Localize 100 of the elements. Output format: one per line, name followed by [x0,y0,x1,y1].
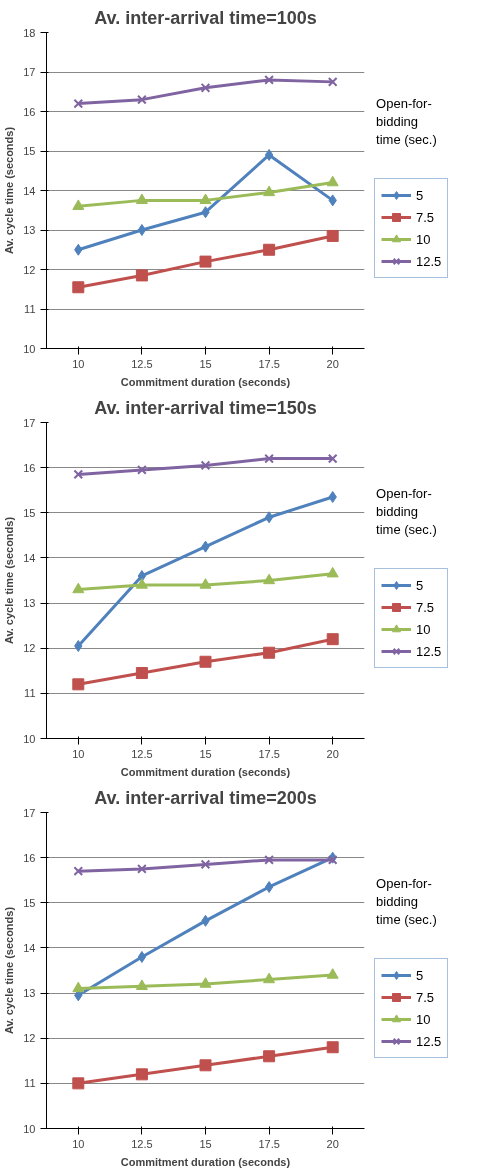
point [264,511,274,524]
point [135,979,148,990]
legend-title: Open-for-bidding time (sec.) [376,95,437,147]
y-axis-title: Av. cycle time (seconds) [3,906,16,1035]
x-tick-label: 20 [326,1137,339,1150]
point [135,269,148,282]
y-tick-label: 17 [23,66,36,78]
x-tick-label: 10 [72,357,85,370]
y-tick-label: 13 [23,224,36,236]
x-tick-label: 17.5 [258,357,280,370]
y-tick-label: 13 [23,987,36,1000]
chart-title: Av. inter-arrival time=100s [94,7,317,28]
y-tick-label: 15 [23,145,36,157]
point [72,678,85,691]
point [137,569,147,582]
point [327,453,338,464]
point [327,855,338,865]
point [199,255,212,268]
point [264,148,274,161]
point [326,566,339,578]
x-tick-label: 10 [72,747,85,760]
point [199,1059,212,1072]
y-tick-label: 12 [23,642,36,655]
y-tick-label: 10 [23,732,36,745]
legend-label: 7.5 [416,989,436,1005]
legend-label: 5 [416,187,425,203]
point [137,94,147,105]
y-tick-label: 15 [23,896,36,909]
point [199,655,212,668]
point [135,193,148,205]
x-tick-label: 15 [199,357,212,370]
y-axis-title: Av. cycle time (seconds) [3,516,16,645]
y-tick-label: 17 [23,416,36,429]
point [72,281,85,294]
y-tick-label: 11 [24,687,36,700]
point [326,175,339,187]
point [264,75,274,85]
point [135,578,148,589]
point [72,582,85,594]
point [200,859,211,870]
y-tick-label: 11 [24,1077,36,1090]
x-tick-label: 15 [199,747,212,760]
x-tick-label: 17.5 [258,747,280,760]
point [73,469,84,480]
point [264,453,274,464]
point [199,977,212,988]
point [72,199,85,210]
x-tick-label: 20 [326,357,339,370]
legend-label: 7.5 [416,209,436,225]
point [200,460,211,471]
x-tick-label: 12.5 [131,1137,153,1150]
y-tick-label: 12 [23,1032,36,1045]
point [200,82,211,93]
y-tick-label: 17 [23,806,36,819]
legend-label: 5 [416,967,425,983]
legend-label: 10 [416,231,432,247]
chart-title: Av. inter-arrival time=200s [94,787,317,808]
legend-label: 12.5 [416,643,442,659]
point [326,968,339,979]
point [263,185,276,197]
point [327,76,338,87]
chart-title: Av. inter-arrival time=150s [94,397,317,418]
point [263,1050,276,1063]
legend-title: Open-for-bidding time (sec.) [376,875,437,927]
x-axis-title: Commitment duration (seconds) [120,375,291,388]
x-axis-title: Commitment duration (seconds) [120,1155,291,1168]
point [135,1068,148,1081]
x-tick-label: 12.5 [131,747,153,760]
y-tick-label: 14 [23,551,36,564]
point [264,880,274,893]
point [135,667,148,680]
legend-label: 10 [416,621,432,637]
point [263,243,276,256]
legend-label: 7.5 [416,599,436,615]
point [73,866,84,877]
y-tick-label: 15 [23,506,36,519]
point [137,864,147,874]
point [263,646,276,659]
legend-title: Open-for-bidding time (sec.) [376,485,437,537]
point [137,950,147,963]
legend-label: 12.5 [416,1033,442,1049]
point [326,633,339,646]
y-tick-label: 14 [23,941,36,954]
y-tick-label: 13 [23,597,36,610]
point [137,465,147,475]
point [263,573,276,585]
y-tick-label: 14 [23,184,36,197]
x-tick-label: 10 [72,1137,85,1150]
y-tick-label: 11 [24,303,36,315]
point [199,578,212,589]
y-tick-label: 10 [23,342,36,355]
y-tick-label: 10 [23,1122,36,1135]
point [199,193,212,205]
point [326,1041,339,1054]
legend-label: 10 [416,1011,432,1027]
point [72,981,85,993]
point [72,1077,85,1090]
y-tick-label: 16 [23,461,36,474]
legend-label: 5 [416,577,425,593]
y-tick-label: 18 [23,26,36,39]
